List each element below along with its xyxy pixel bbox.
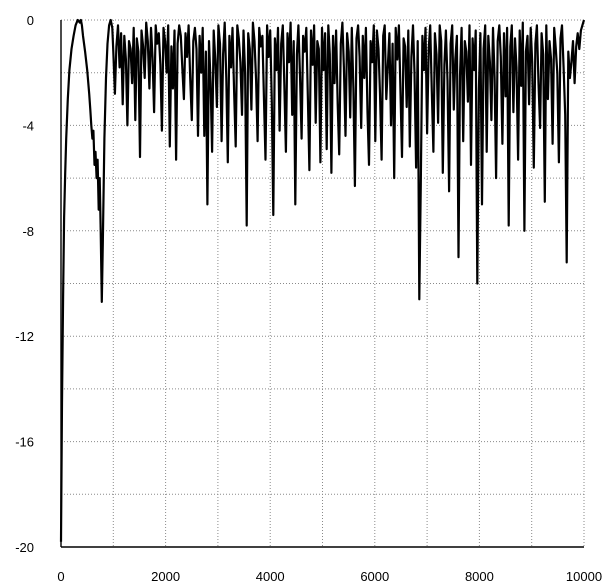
y-tick-label: 0 xyxy=(27,13,34,28)
x-axis-tick-labels: 0 2000 4000 6000 8000 10000 xyxy=(57,569,602,584)
y-tick-label: -16 xyxy=(15,435,34,450)
x-tick-label: 4000 xyxy=(256,569,285,584)
y-tick-label: -4 xyxy=(22,118,34,133)
x-tick-label: 2000 xyxy=(151,569,180,584)
series-group xyxy=(59,18,586,542)
y-tick-label: -20 xyxy=(15,540,34,555)
x-tick-label: 0 xyxy=(57,569,64,584)
x-tick-label: 8000 xyxy=(465,569,494,584)
y-tick-label: -12 xyxy=(15,329,34,344)
series-line-0 xyxy=(59,18,586,542)
x-tick-label: 6000 xyxy=(360,569,389,584)
x-tick-label: 10000 xyxy=(566,569,602,584)
y-axis-tick-labels: 0 -4 -8 -12 -16 -20 xyxy=(15,13,34,555)
y-tick-label: -8 xyxy=(22,224,34,239)
